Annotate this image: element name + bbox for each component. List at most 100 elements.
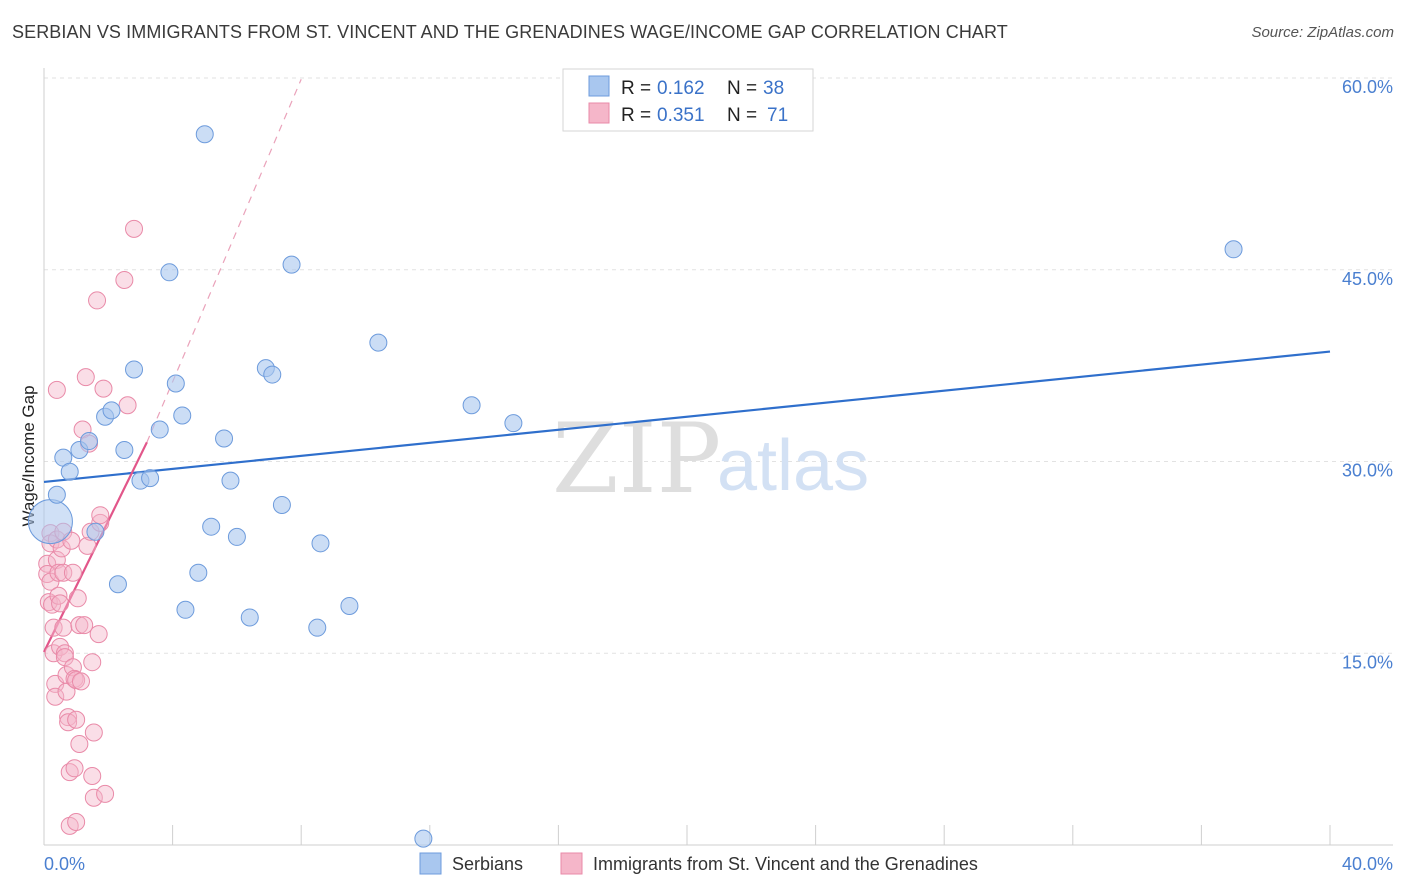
immigrants-point [115, 270, 134, 289]
immigrants-point [83, 766, 102, 785]
immigrants-point [51, 637, 70, 656]
serbians-point [108, 575, 127, 594]
immigrants-point [54, 563, 73, 582]
x-tick-label: 0.0% [44, 854, 85, 874]
immigrants-point [76, 368, 95, 387]
immigrants-point [75, 616, 94, 635]
y-tick-label: 60.0% [1342, 77, 1393, 97]
serbians-point [60, 462, 79, 481]
immigrants-point [67, 710, 86, 729]
y-axis-title: Wage/Income Gap [19, 385, 38, 526]
serbians-point [369, 333, 388, 352]
serbians-point [195, 125, 214, 144]
serbians-point [414, 829, 433, 848]
immigrants-point [54, 618, 73, 637]
immigrants-point [88, 291, 107, 310]
immigrants-point [47, 380, 66, 399]
serbians-point [125, 360, 144, 379]
serbians-points [27, 125, 1243, 848]
legend-r-value-2: 0.351 [657, 105, 705, 126]
serbians-point [86, 522, 105, 541]
y-tick-labels: 15.0% 30.0% 45.0% 60.0% [1342, 77, 1393, 672]
immigrants-point [91, 506, 110, 525]
watermark: ZIP atlas [552, 403, 869, 515]
immigrants-point [49, 563, 68, 582]
immigrants-point [65, 759, 84, 778]
immigrants-point [83, 653, 102, 672]
series-legend: Serbians Immigrants from St. Vincent and… [419, 852, 978, 875]
legend-n-label-2: N = [727, 105, 757, 126]
immigrants-point [71, 672, 90, 691]
immigrants-point [63, 563, 82, 582]
immigrants-point [46, 687, 65, 706]
chart-title: SERBIAN VS IMMIGRANTS FROM ST. VINCENT A… [12, 22, 1008, 42]
immigrants-point [70, 616, 89, 635]
serbians-point [141, 469, 160, 488]
serbians-trend [43, 350, 1331, 484]
series-legend-swatch-immigrants [560, 852, 583, 875]
immigrants-point [44, 618, 63, 637]
legend-r-value-1: 0.162 [657, 78, 705, 99]
serbians-point [166, 374, 185, 393]
legend-n-value-2: 71 [767, 105, 788, 126]
serbians-point [221, 471, 240, 490]
serbians-point [115, 440, 134, 459]
serbians-point [27, 499, 73, 545]
serbians-point [504, 414, 523, 433]
y-tick-label: 30.0% [1342, 461, 1393, 481]
source-credit: Source: ZipAtlas.com [1251, 24, 1394, 41]
serbians-point [215, 429, 234, 448]
serbians-point [80, 432, 99, 451]
serbians-point [160, 263, 179, 282]
immigrants-point [118, 396, 137, 415]
serbians-point [240, 608, 259, 627]
legend-n-value-1: 38 [763, 78, 784, 99]
immigrants-point [84, 723, 103, 742]
serbians-point [227, 527, 246, 546]
serbians-point [176, 600, 195, 619]
serbians-point [263, 365, 282, 384]
immigrants-point [51, 594, 70, 613]
serbians-point [308, 618, 327, 637]
serbians-point [202, 517, 221, 536]
serbians-point [150, 420, 169, 439]
immigrants-point [67, 812, 86, 831]
series-legend-serbians: Serbians [452, 854, 523, 874]
serbians-point [173, 406, 192, 425]
immigrants-point [57, 682, 76, 701]
legend-r-label-2: R = [621, 105, 651, 126]
serbians-point [311, 534, 330, 553]
serbians-trend-line [43, 350, 1331, 484]
immigrants-point [78, 536, 97, 555]
legend-swatch-pink [588, 102, 610, 124]
immigrants-point [96, 784, 115, 803]
series-legend-swatch-serbians [419, 852, 442, 875]
watermark-zip: ZIP [552, 403, 721, 515]
serbians-point [47, 485, 66, 504]
serbians-point [282, 255, 301, 274]
axes [43, 68, 1393, 846]
watermark-atlas: atlas [717, 426, 869, 506]
x-tick-labels: 0.0% 40.0% [44, 854, 1393, 874]
immigrants-point [68, 589, 87, 608]
immigrants-point [55, 644, 74, 663]
serbians-point [462, 396, 481, 415]
serbians-point [272, 495, 291, 514]
serbians-point [340, 596, 359, 615]
immigrants-point [125, 219, 144, 238]
y-tick-label: 15.0% [1342, 652, 1393, 672]
serbians-point [102, 401, 121, 420]
y-tick-label: 45.0% [1342, 269, 1393, 289]
serbians-point [1224, 240, 1243, 259]
legend-n-label-1: N = [727, 78, 757, 99]
immigrants-point [49, 586, 68, 605]
series-legend-immigrants: Immigrants from St. Vincent and the Gren… [593, 854, 978, 874]
serbians-point [189, 563, 208, 582]
immigrants-point [84, 788, 103, 807]
immigrants-points [38, 219, 144, 835]
legend-swatch-blue [588, 75, 610, 97]
correlation-legend: R = 0.162 N = 38 R = 0.351 N = 71 [562, 68, 814, 132]
immigrants-point [89, 625, 108, 644]
immigrants-point [94, 379, 113, 398]
